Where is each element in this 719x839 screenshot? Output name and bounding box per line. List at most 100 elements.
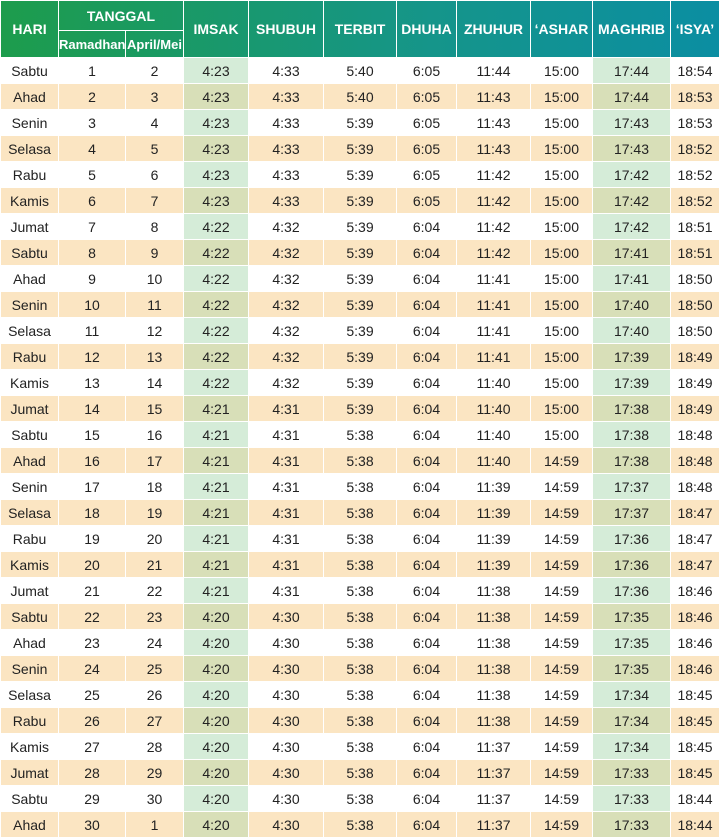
day-cell: Ahad <box>0 447 59 474</box>
date-cell: 20 <box>125 525 184 552</box>
time-cell: 14:59 <box>530 733 593 760</box>
time-cell: 4:20 <box>183 759 249 786</box>
time-cell: 17:42 <box>592 187 671 214</box>
time-cell: 6:04 <box>396 291 457 318</box>
date-cell: 15 <box>125 395 184 422</box>
time-cell: 18:49 <box>670 343 719 370</box>
date-cell: 8 <box>125 213 184 240</box>
time-cell: 5:39 <box>323 187 397 214</box>
time-cell: 14:59 <box>530 655 593 682</box>
time-cell: 4:31 <box>248 447 324 474</box>
time-cell: 11:39 <box>456 551 531 578</box>
time-cell: 17:36 <box>592 551 671 578</box>
table-row: Selasa 25 26 4:20 4:30 5:38 6:04 11:38 14:59 17:3… <box>0 681 719 708</box>
time-cell: 4:32 <box>248 317 324 344</box>
time-cell: 18:49 <box>670 369 719 396</box>
table-row: Jumat 28 29 4:20 4:30 5:38 6:04 11:37 14:59 17:33… <box>0 759 719 786</box>
time-cell: 14:59 <box>530 499 593 526</box>
time-cell: 6:05 <box>396 83 457 110</box>
time-cell: 6:04 <box>396 213 457 240</box>
header-cell: April/Mei <box>125 30 184 58</box>
time-cell: 4:31 <box>248 395 324 422</box>
time-cell: 4:30 <box>248 811 324 838</box>
time-cell: 17:44 <box>592 57 671 84</box>
time-cell: 5:39 <box>323 317 397 344</box>
time-cell: 4:22 <box>183 213 249 240</box>
time-cell: 5:38 <box>323 759 397 786</box>
date-cell: 22 <box>58 603 126 630</box>
time-cell: 6:04 <box>396 395 457 422</box>
table-row: Rabu 26 27 4:20 4:30 5:38 6:04 11:38 14:59 17:34 1… <box>0 707 719 734</box>
table-row: Jumat 7 8 4:22 4:32 5:39 6:04 11:42 15:00 17:42 18… <box>0 213 719 240</box>
time-cell: 18:48 <box>670 447 719 474</box>
time-cell: 6:04 <box>396 369 457 396</box>
date-cell: 26 <box>125 681 184 708</box>
header-cell: SHUBUH <box>248 0 324 58</box>
time-cell: 4:23 <box>183 135 249 162</box>
time-cell: 18:45 <box>670 681 719 708</box>
time-cell: 17:41 <box>592 239 671 266</box>
day-cell: Kamis <box>0 551 59 578</box>
time-cell: 17:35 <box>592 629 671 656</box>
time-cell: 15:00 <box>530 57 593 84</box>
date-cell: 7 <box>58 213 126 240</box>
time-cell: 4:23 <box>183 187 249 214</box>
date-cell: 24 <box>58 655 126 682</box>
date-cell: 14 <box>58 395 126 422</box>
day-cell: Jumat <box>0 395 59 422</box>
date-cell: 8 <box>58 239 126 266</box>
time-cell: 18:44 <box>670 811 719 838</box>
date-cell: 5 <box>125 135 184 162</box>
day-cell: Rabu <box>0 343 59 370</box>
time-cell: 11:42 <box>456 187 531 214</box>
header-cell: TERBIT <box>323 0 397 58</box>
day-cell: Senin <box>0 473 59 500</box>
date-cell: 30 <box>125 785 184 812</box>
date-cell: 10 <box>125 265 184 292</box>
time-cell: 15:00 <box>530 317 593 344</box>
date-cell: 23 <box>125 603 184 630</box>
time-cell: 11:38 <box>456 629 531 656</box>
time-cell: 17:34 <box>592 707 671 734</box>
day-cell: Kamis <box>0 369 59 396</box>
time-cell: 5:40 <box>323 57 397 84</box>
time-cell: 18:52 <box>670 135 719 162</box>
time-cell: 17:42 <box>592 213 671 240</box>
day-cell: Selasa <box>0 681 59 708</box>
time-cell: 5:38 <box>323 525 397 552</box>
time-cell: 4:30 <box>248 759 324 786</box>
date-cell: 28 <box>58 759 126 786</box>
time-cell: 4:33 <box>248 135 324 162</box>
time-cell: 4:30 <box>248 707 324 734</box>
time-cell: 4:21 <box>183 447 249 474</box>
time-cell: 18:49 <box>670 395 719 422</box>
time-cell: 6:04 <box>396 655 457 682</box>
table-row: Kamis 20 21 4:21 4:31 5:38 6:04 11:39 14:59 17:36… <box>0 551 719 578</box>
date-cell: 16 <box>125 421 184 448</box>
time-cell: 5:39 <box>323 395 397 422</box>
time-cell: 6:04 <box>396 317 457 344</box>
date-cell: 10 <box>58 291 126 318</box>
table-row: Jumat 14 15 4:21 4:31 5:39 6:04 11:40 15:00 17:38… <box>0 395 719 422</box>
date-cell: 7 <box>125 187 184 214</box>
time-cell: 11:41 <box>456 291 531 318</box>
date-cell: 15 <box>58 421 126 448</box>
time-cell: 6:05 <box>396 161 457 188</box>
time-cell: 5:38 <box>323 551 397 578</box>
day-cell: Kamis <box>0 187 59 214</box>
time-cell: 4:23 <box>183 109 249 136</box>
time-cell: 4:30 <box>248 655 324 682</box>
day-cell: Sabtu <box>0 421 59 448</box>
time-cell: 4:23 <box>183 57 249 84</box>
time-cell: 11:39 <box>456 525 531 552</box>
time-cell: 11:42 <box>456 239 531 266</box>
time-cell: 4:32 <box>248 265 324 292</box>
time-cell: 11:38 <box>456 603 531 630</box>
time-cell: 5:38 <box>323 629 397 656</box>
time-cell: 4:32 <box>248 369 324 396</box>
day-cell: Sabtu <box>0 57 59 84</box>
table-row: Ahad 30 1 4:20 4:30 5:38 6:04 11:37 14:59 17:33 18… <box>0 811 719 838</box>
time-cell: 11:39 <box>456 499 531 526</box>
day-cell: Rabu <box>0 525 59 552</box>
time-cell: 5:39 <box>323 291 397 318</box>
